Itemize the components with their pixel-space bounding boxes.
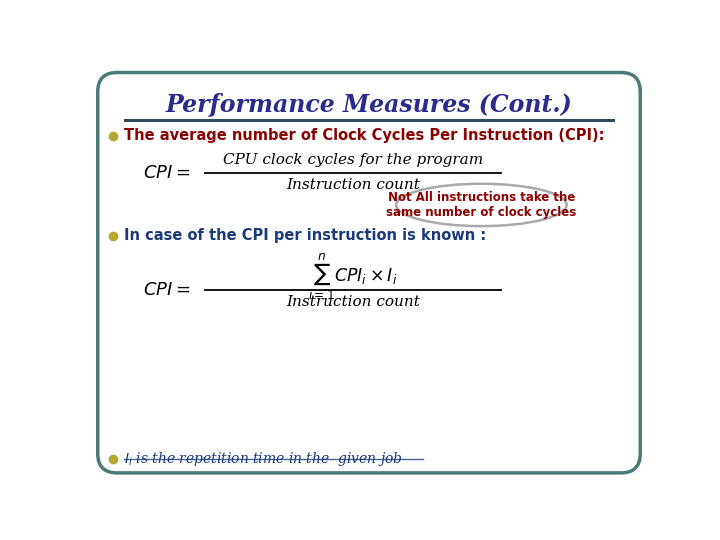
Text: In case of the CPI per instruction is known :: In case of the CPI per instruction is kn… <box>124 228 486 243</box>
Text: $\sum_{i=1}^{n} \mathit{CPI}_i \times \mathit{I}_i$: $\sum_{i=1}^{n} \mathit{CPI}_i \times \m… <box>308 252 397 302</box>
Text: Instruction count: Instruction count <box>286 178 420 192</box>
Text: Not All instructions take the: Not All instructions take the <box>387 191 575 204</box>
Text: $\mathit{CPI} =$: $\mathit{CPI} =$ <box>143 164 191 181</box>
Text: $\mathit{I}_i$ is the repetition time in the  given job: $\mathit{I}_i$ is the repetition time in… <box>124 450 403 468</box>
Text: CPU clock cycles for the program: CPU clock cycles for the program <box>222 153 483 167</box>
FancyBboxPatch shape <box>98 72 640 473</box>
Text: same number of clock cycles: same number of clock cycles <box>386 206 577 219</box>
Text: Performance Measures (Cont.): Performance Measures (Cont.) <box>166 93 572 117</box>
Text: $\mathit{CPI} =$: $\mathit{CPI} =$ <box>143 281 191 299</box>
Text: Instruction count: Instruction count <box>286 295 420 309</box>
Text: The average number of Clock Cycles Per Instruction (CPI):: The average number of Clock Cycles Per I… <box>124 128 605 143</box>
